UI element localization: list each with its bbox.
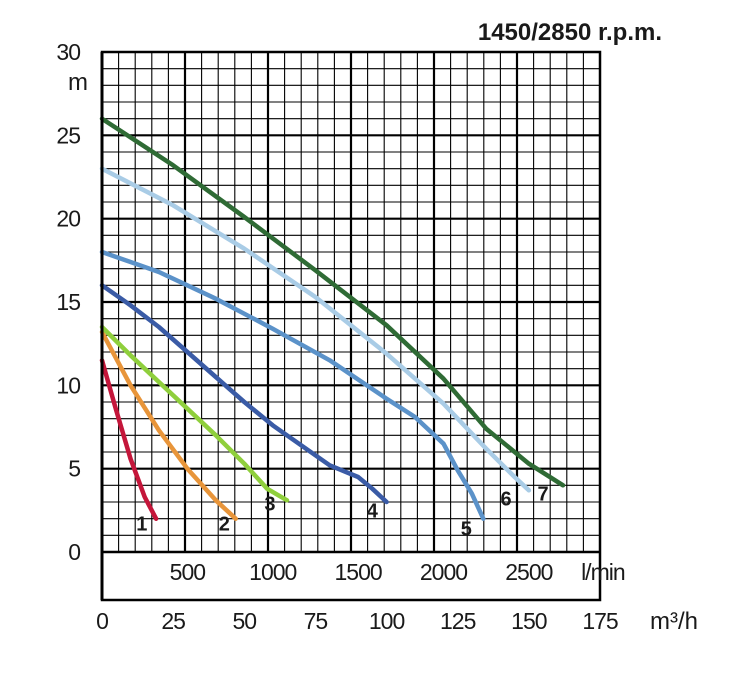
flow-tick-label: 1000 <box>249 559 296 585</box>
y-tick-label: 5 <box>68 456 80 482</box>
chart-curves <box>99 116 566 521</box>
curve-6 <box>99 166 532 493</box>
chart-title: 1450/2850 r.p.m. <box>478 19 662 46</box>
volume-tick-label: 125 <box>440 608 476 634</box>
curve-4 <box>99 283 389 505</box>
flow-tick-label: 2000 <box>420 559 467 585</box>
flow-tick-label: 1500 <box>335 559 382 585</box>
chart-labels: 1450/2850 r.p.m. m m³/h 1 2 3 4 5 6 7 0 5 10 15 20 2… <box>56 19 698 635</box>
y-tick-label: 30 <box>56 39 80 65</box>
chart-frame <box>100 50 602 602</box>
y-tick-label: 10 <box>56 372 80 398</box>
flow-tick-label: 2500 <box>505 559 552 585</box>
y-tick-label: 15 <box>56 289 80 315</box>
x-volume-unit: m³/h <box>650 608 698 635</box>
curve-label-4: 4 <box>367 500 379 522</box>
volume-tick-label: 50 <box>232 608 256 634</box>
volume-tick-label: 75 <box>304 608 328 634</box>
chart-grid <box>102 52 600 552</box>
curve-1 <box>99 358 159 521</box>
curve-3 <box>99 324 290 503</box>
volume-tick-label: 25 <box>161 608 185 634</box>
curve-label-1: 1 <box>136 514 147 536</box>
volume-tick-label: 100 <box>369 608 405 634</box>
curve-label-2: 2 <box>219 514 230 536</box>
volume-tick-label: 150 <box>511 608 547 634</box>
curve-7 <box>99 116 566 488</box>
curve-5 <box>99 249 486 521</box>
curve-label-6: 6 <box>501 489 512 511</box>
y-tick-label: 25 <box>56 122 80 148</box>
volume-tick-label: 0 <box>96 608 108 634</box>
y-tick-label: 0 <box>68 539 80 565</box>
flow-tick-label: 500 <box>170 559 206 585</box>
y-axis-unit: m <box>68 69 88 96</box>
volume-tick-label: 175 <box>582 608 618 634</box>
curve-2 <box>99 329 238 521</box>
curve-label-3: 3 <box>264 494 275 516</box>
y-tick-label: 20 <box>56 206 80 232</box>
curve-label-7: 7 <box>538 484 549 506</box>
curve-label-5: 5 <box>461 519 472 541</box>
flow-tick-label: l/min <box>581 559 625 585</box>
